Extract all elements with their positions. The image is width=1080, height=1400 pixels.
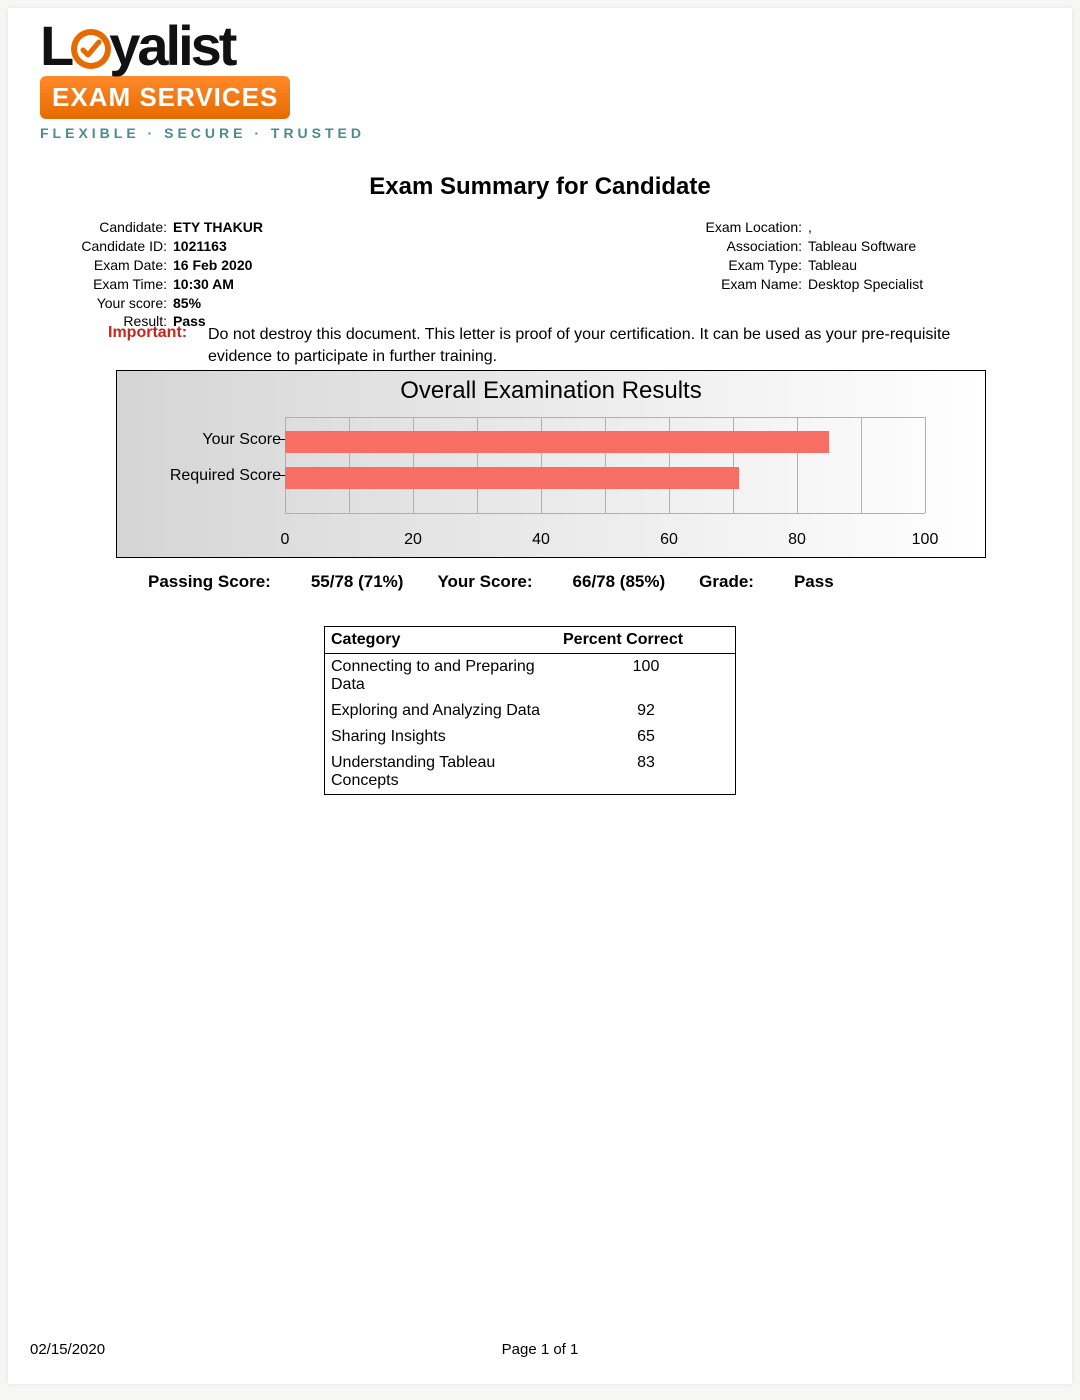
table-row: Exploring and Analyzing Data92	[325, 698, 735, 724]
label-exam-location: Exam Location:	[698, 218, 808, 237]
results-chart: Overall Examination Results Your Score Re…	[116, 370, 986, 558]
label-association: Association:	[698, 237, 808, 256]
chart-bar-label: Your Score	[81, 431, 281, 449]
your-score-value: 66/78 (85%)	[573, 572, 666, 591]
table-row: Understanding Tableau Concepts83	[325, 750, 735, 794]
value-exam-type: Tableau	[808, 256, 857, 275]
value-exam-location: ,	[808, 218, 812, 237]
header-percent: Percent Correct	[557, 627, 735, 653]
category-name: Understanding Tableau Concepts	[325, 750, 557, 794]
passing-score-value: 55/78 (71%)	[311, 572, 404, 591]
chart-x-label: 20	[404, 531, 422, 549]
chart-x-label: 60	[660, 531, 678, 549]
grade-label: Grade:	[699, 572, 754, 591]
value-your-score: 85%	[173, 294, 201, 313]
label-candidate-id: Candidate ID:	[48, 237, 173, 256]
value-exam-time: 10:30 AM	[173, 275, 234, 294]
important-text: Do not destroy this document. This lette…	[208, 324, 1002, 369]
logo-word-left: L	[40, 14, 71, 77]
category-name: Exploring and Analyzing Data	[325, 698, 557, 724]
label-exam-type: Exam Type:	[698, 256, 808, 275]
chart-bar-row: Required Score	[285, 467, 925, 489]
header-category: Category	[325, 627, 557, 653]
category-table-body: Connecting to and Preparing Data100Explo…	[325, 654, 735, 794]
chart-title: Overall Examination Results	[117, 377, 985, 405]
category-name: Sharing Insights	[325, 724, 557, 750]
category-name: Connecting to and Preparing Data	[325, 654, 557, 698]
value-exam-date: 16 Feb 2020	[173, 256, 252, 275]
label-candidate: Candidate:	[48, 218, 173, 237]
label-exam-name: Exam Name:	[698, 275, 808, 294]
chart-bar-label: Required Score	[81, 467, 281, 485]
your-score-label: Your Score:	[437, 572, 532, 591]
page: Lyalist EXAM SERVICES FLEXIBLE · SECURE …	[8, 8, 1072, 1384]
footer-page: Page 1 of 1	[8, 1341, 1072, 1358]
label-exam-date: Exam Date:	[48, 256, 173, 275]
chart-x-axis: 020406080100	[285, 531, 925, 551]
category-table: Category Percent Correct Connecting to a…	[324, 626, 736, 795]
chart-bar	[285, 431, 829, 453]
table-row: Connecting to and Preparing Data100	[325, 654, 735, 698]
logo-tagline: FLEXIBLE · SECURE · TRUSTED	[40, 125, 365, 141]
score-summary: Passing Score: 55/78 (71%) Your Score: 6…	[148, 572, 834, 592]
table-row: Sharing Insights65	[325, 724, 735, 750]
chart-bar-row: Your Score	[285, 431, 925, 453]
label-your-score: Your score:	[48, 294, 173, 313]
chart-bar	[285, 467, 739, 489]
logo-word: Lyalist	[40, 18, 365, 74]
value-exam-name: Desktop Specialist	[808, 275, 923, 294]
logo-word-right: yalist	[109, 14, 234, 77]
chart-plot-area: Your Score Required Score	[285, 417, 925, 513]
checkmark-icon	[69, 24, 113, 80]
candidate-info: Candidate:ETY THAKUR Candidate ID:102116…	[48, 218, 263, 331]
important-notice: Important: Do not destroy this document.…	[108, 324, 1002, 369]
category-percent: 83	[557, 750, 735, 794]
value-association: Tableau Software	[808, 237, 916, 256]
passing-score-label: Passing Score:	[148, 572, 271, 591]
value-candidate-id: 1021163	[173, 237, 227, 256]
category-percent: 92	[557, 698, 735, 724]
category-percent: 100	[557, 654, 735, 698]
grade-value: Pass	[794, 572, 834, 591]
chart-x-label: 40	[532, 531, 550, 549]
logo: Lyalist EXAM SERVICES FLEXIBLE · SECURE …	[40, 18, 365, 141]
page-title: Exam Summary for Candidate	[8, 173, 1072, 201]
chart-x-label: 80	[788, 531, 806, 549]
chart-gridline	[925, 417, 926, 513]
logo-pill: EXAM SERVICES	[40, 76, 290, 119]
exam-info: Exam Location:, Association:Tableau Soft…	[698, 218, 923, 294]
category-table-header: Category Percent Correct	[325, 627, 735, 654]
important-label: Important:	[108, 324, 208, 369]
label-exam-time: Exam Time:	[48, 275, 173, 294]
value-candidate: ETY THAKUR	[173, 218, 263, 237]
chart-x-label: 0	[281, 531, 290, 549]
chart-x-label: 100	[912, 531, 939, 549]
category-percent: 65	[557, 724, 735, 750]
